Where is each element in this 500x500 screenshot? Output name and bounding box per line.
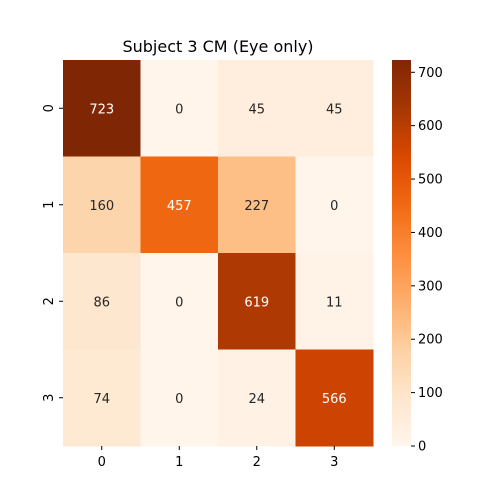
x-axis: 0 1 2 3 [98,446,338,470]
cell-value-label: 457 [167,199,192,214]
colorbar-tick-label: 500 [418,173,443,188]
y-tick-label: 2 [42,297,57,305]
colorbar-tick-label: 200 [418,333,443,348]
cell-value-label: 0 [330,199,338,214]
x-tick-label: 1 [175,455,183,470]
cell-value-label: 24 [248,392,265,407]
colorbar-tick-label: 100 [418,386,443,401]
heatmap-cell [295,253,374,350]
x-tick-label: 0 [98,455,106,470]
heatmap-cell [295,156,374,254]
colorbar: 0 100 200 300 400 500 600 700 [392,60,443,455]
heatmap-cell [63,60,141,157]
colorbar-tick-label: 600 [418,119,443,134]
heatmap-cell [218,60,296,157]
cell-value-label: 723 [89,102,114,117]
cell-value-label: 619 [244,295,269,310]
heatmap-cell [140,349,219,447]
y-axis: 0 1 2 3 [42,104,63,402]
y-tick-label: 3 [42,394,57,402]
colorbar-tick-label: 0 [418,440,426,455]
cell-value-label: 227 [244,199,269,214]
heatmap-cell [63,349,141,447]
cell-value-label: 74 [93,392,110,407]
y-tick-label: 0 [42,104,57,112]
heatmap-cell [295,60,374,157]
cell-value-label: 0 [175,392,183,407]
heatmap-cell [295,349,374,447]
cell-value-label: 45 [326,102,343,117]
colorbar-tick-label: 400 [418,226,443,241]
cell-value-label: 566 [322,392,347,407]
cell-value-label: 86 [93,295,110,310]
colorbar-gradient [392,60,411,446]
heatmap-cell [218,349,296,447]
heatmap-cell [140,60,219,157]
cell-value-label: 160 [89,199,114,214]
heatmap-cell [218,253,296,350]
cell-value-label: 45 [248,102,265,117]
heatmap-cell [140,253,219,350]
heatmap-cell [140,156,219,254]
colorbar-tick-label: 700 [418,66,443,81]
heatmap-cell [63,156,141,254]
cell-value-label: 0 [175,295,183,310]
x-tick-label: 3 [330,455,338,470]
x-tick-label: 2 [253,455,261,470]
y-tick-label: 1 [42,201,57,209]
chart-title: Subject 3 CM (Eye only) [122,37,313,56]
heatmap-cell [218,156,296,254]
colorbar-tick-label: 300 [418,279,443,294]
cell-value-label: 11 [326,295,343,310]
heatmap-cell [63,253,141,350]
heatmap-cells: 723 0 45 45 160 457 227 0 86 0 619 11 74 0 24 566 [63,60,374,447]
cell-value-label: 0 [175,102,183,117]
